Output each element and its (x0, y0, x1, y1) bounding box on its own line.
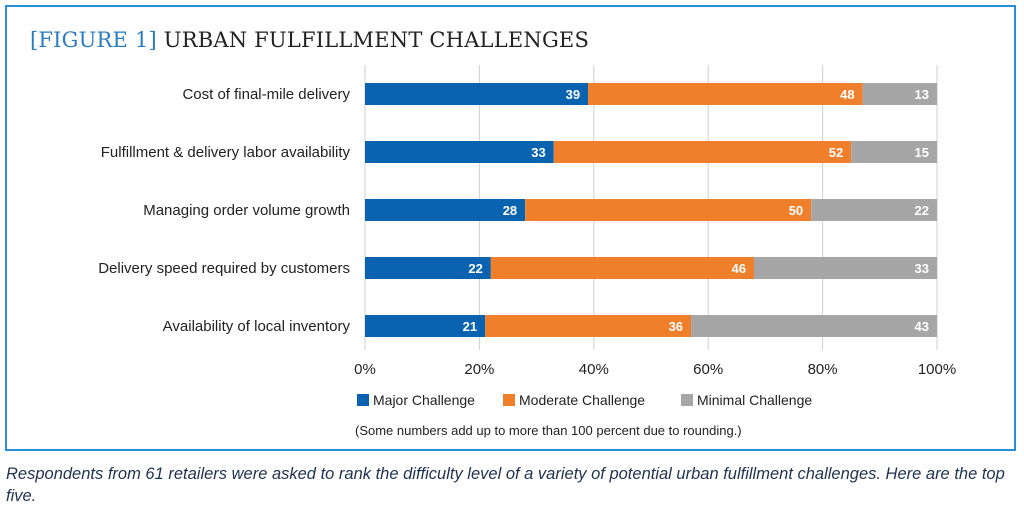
data-label: 52 (829, 145, 843, 160)
x-tick-label: 80% (808, 361, 838, 378)
bar-segment (525, 199, 812, 221)
legend-label: Minimal Challenge (697, 392, 812, 408)
x-tick-label: 0% (354, 361, 376, 378)
category-label: Managing order volume growth (143, 202, 350, 219)
legend-label: Major Challenge (373, 392, 475, 408)
figure-caption: Respondents from 61 retailers were asked… (6, 465, 1005, 505)
bar-segment (811, 199, 937, 221)
category-label: Delivery speed required by customers (98, 260, 350, 277)
data-label: 39 (566, 87, 580, 102)
bar-segment (365, 83, 589, 105)
bar-segment (691, 315, 937, 337)
data-label: 33 (531, 145, 545, 160)
title-text: URBAN FULFILLMENT CHALLENGES (163, 28, 590, 52)
bar-segment (365, 199, 526, 221)
bar-segment (851, 141, 937, 163)
data-label: 48 (840, 87, 854, 102)
bar-segment (588, 83, 863, 105)
bar-segment (365, 257, 491, 279)
bar-segment (753, 257, 937, 279)
data-label: 28 (503, 203, 517, 218)
bar-segment (485, 315, 692, 337)
chart-title: [FIGURE 1] URBAN FULFILLMENT CHALLENGES (30, 28, 589, 52)
category-label: Availability of local inventory (163, 318, 351, 335)
data-label: 43 (915, 319, 929, 334)
legend-swatch (681, 394, 693, 406)
data-label: 15 (915, 145, 929, 160)
data-label: 21 (463, 319, 477, 334)
figure-frame (5, 5, 1016, 451)
data-label: 33 (915, 261, 929, 276)
x-tick-label: 100% (918, 361, 956, 378)
bar-segment (365, 141, 554, 163)
legend-label: Moderate Challenge (519, 392, 645, 408)
x-tick-label: 40% (579, 361, 609, 378)
data-label: 36 (669, 319, 683, 334)
x-tick-label: 60% (693, 361, 723, 378)
category-label: Cost of final-mile delivery (182, 86, 350, 103)
legend-swatch (357, 394, 369, 406)
data-label: 46 (731, 261, 745, 276)
data-label: 13 (915, 87, 929, 102)
bar-segment (553, 141, 852, 163)
figure-label: [FIGURE 1] (30, 28, 157, 52)
legend-swatch (503, 394, 515, 406)
bar-segment (365, 315, 486, 337)
data-label: 22 (468, 261, 482, 276)
bar-segment (490, 257, 754, 279)
x-tick-label: 20% (464, 361, 494, 378)
category-label: Fulfillment & delivery labor availabilit… (101, 144, 351, 161)
data-label: 50 (789, 203, 803, 218)
data-label: 22 (915, 203, 929, 218)
chart-note: (Some numbers add up to more than 100 pe… (355, 423, 742, 438)
bar-segment (862, 83, 937, 105)
